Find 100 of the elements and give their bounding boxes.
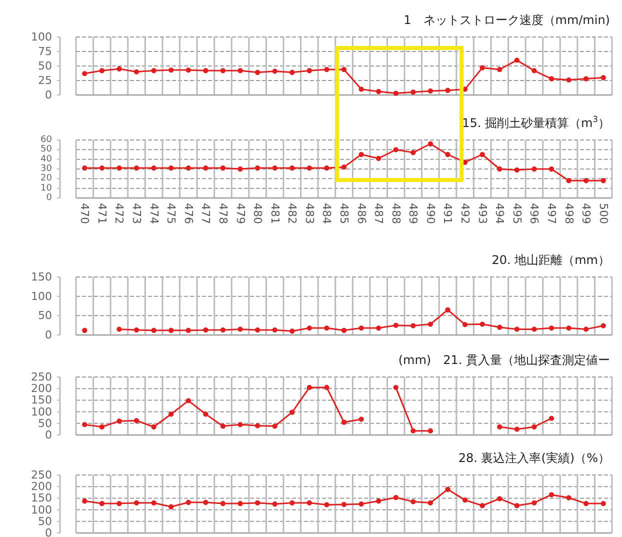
y-tick-label: 50 [38,309,52,322]
point [532,424,537,430]
point [82,165,88,171]
point [238,166,243,172]
chart-title: 1 ネットストローク速度（mm/min) [404,13,610,27]
y-tick-label: 250 [31,468,52,482]
point [116,165,122,171]
y-tick-label: 0 [45,428,52,442]
point [82,70,88,76]
point [99,424,105,430]
point [324,165,330,171]
point [548,492,554,498]
point [358,416,364,422]
point [186,165,191,171]
y-tick-label: 40 [40,154,52,164]
y-tick-label: 200 [31,382,52,396]
point [393,384,398,390]
point [393,90,398,96]
y-tick-label: 0 [45,328,52,342]
point [462,322,468,328]
point [290,165,295,171]
x-tick-label: 485 [338,203,350,224]
x-tick-label: 474 [147,203,160,224]
x-tick-label: 482 [286,203,299,224]
point [324,384,330,390]
x-tick-label: 470 [78,203,92,224]
x-tick-label: 493 [476,203,489,224]
y-tick-label: 25 [38,74,52,87]
point [168,412,174,417]
y-tick-label: 50 [38,60,52,72]
point [203,68,208,74]
point [220,500,226,506]
point [341,328,347,333]
point [600,323,606,328]
y-tick-label: 0 [45,88,52,102]
point [168,67,174,73]
x-tick-label: 488 [389,203,402,224]
point [186,328,191,333]
point [445,152,450,158]
chart-title: 20. 地山距離（mm） [492,253,610,267]
point [99,165,105,171]
point [324,325,330,331]
point [480,503,485,508]
x-tick-label: 478 [216,203,230,224]
x-tick-label: 492 [458,203,472,224]
point [116,500,122,506]
point [532,326,537,332]
point [116,418,122,424]
point [600,178,606,184]
x-tick-label: 471 [95,203,108,224]
point [290,70,295,75]
point [410,323,416,328]
point [358,86,364,92]
point [168,328,174,333]
point [376,156,382,161]
point [82,422,88,428]
point [203,165,208,171]
y-tick-label: 100 [31,405,52,418]
point [548,325,554,331]
point [306,384,312,390]
point [566,495,572,500]
point [134,418,140,424]
point [290,410,295,415]
point [600,500,606,506]
point [410,499,416,504]
point [600,75,606,80]
point [151,165,156,171]
point [168,165,174,171]
point [566,325,572,331]
point [548,76,554,82]
point [306,325,312,331]
point [514,503,520,508]
point [186,67,191,73]
x-tick-label: 498 [562,203,576,224]
chart-title: 15. 掘削土砂量積算（m$^{3}$） [462,114,610,130]
y-tick-label: 30 [40,164,52,174]
point [324,66,330,72]
point [480,152,485,158]
point [151,500,156,506]
point [462,497,468,503]
point [116,326,122,332]
point [410,428,416,434]
point [134,69,140,74]
point [410,90,416,95]
x-tick-label: 472 [112,203,126,224]
point [254,165,260,171]
y-tick-label: 10 [40,183,52,194]
x-tick-label: 496 [528,203,541,224]
y-tick-label: 250 [31,370,52,384]
point [410,150,416,156]
x-tick-label: 473 [130,203,144,224]
point [220,165,226,171]
point [134,165,140,171]
point [376,498,382,504]
y-tick-label: 0 [45,526,52,537]
point [532,68,537,74]
point [341,502,347,508]
point [238,422,243,428]
point [428,500,434,506]
y-tick-label: 75 [38,45,52,58]
